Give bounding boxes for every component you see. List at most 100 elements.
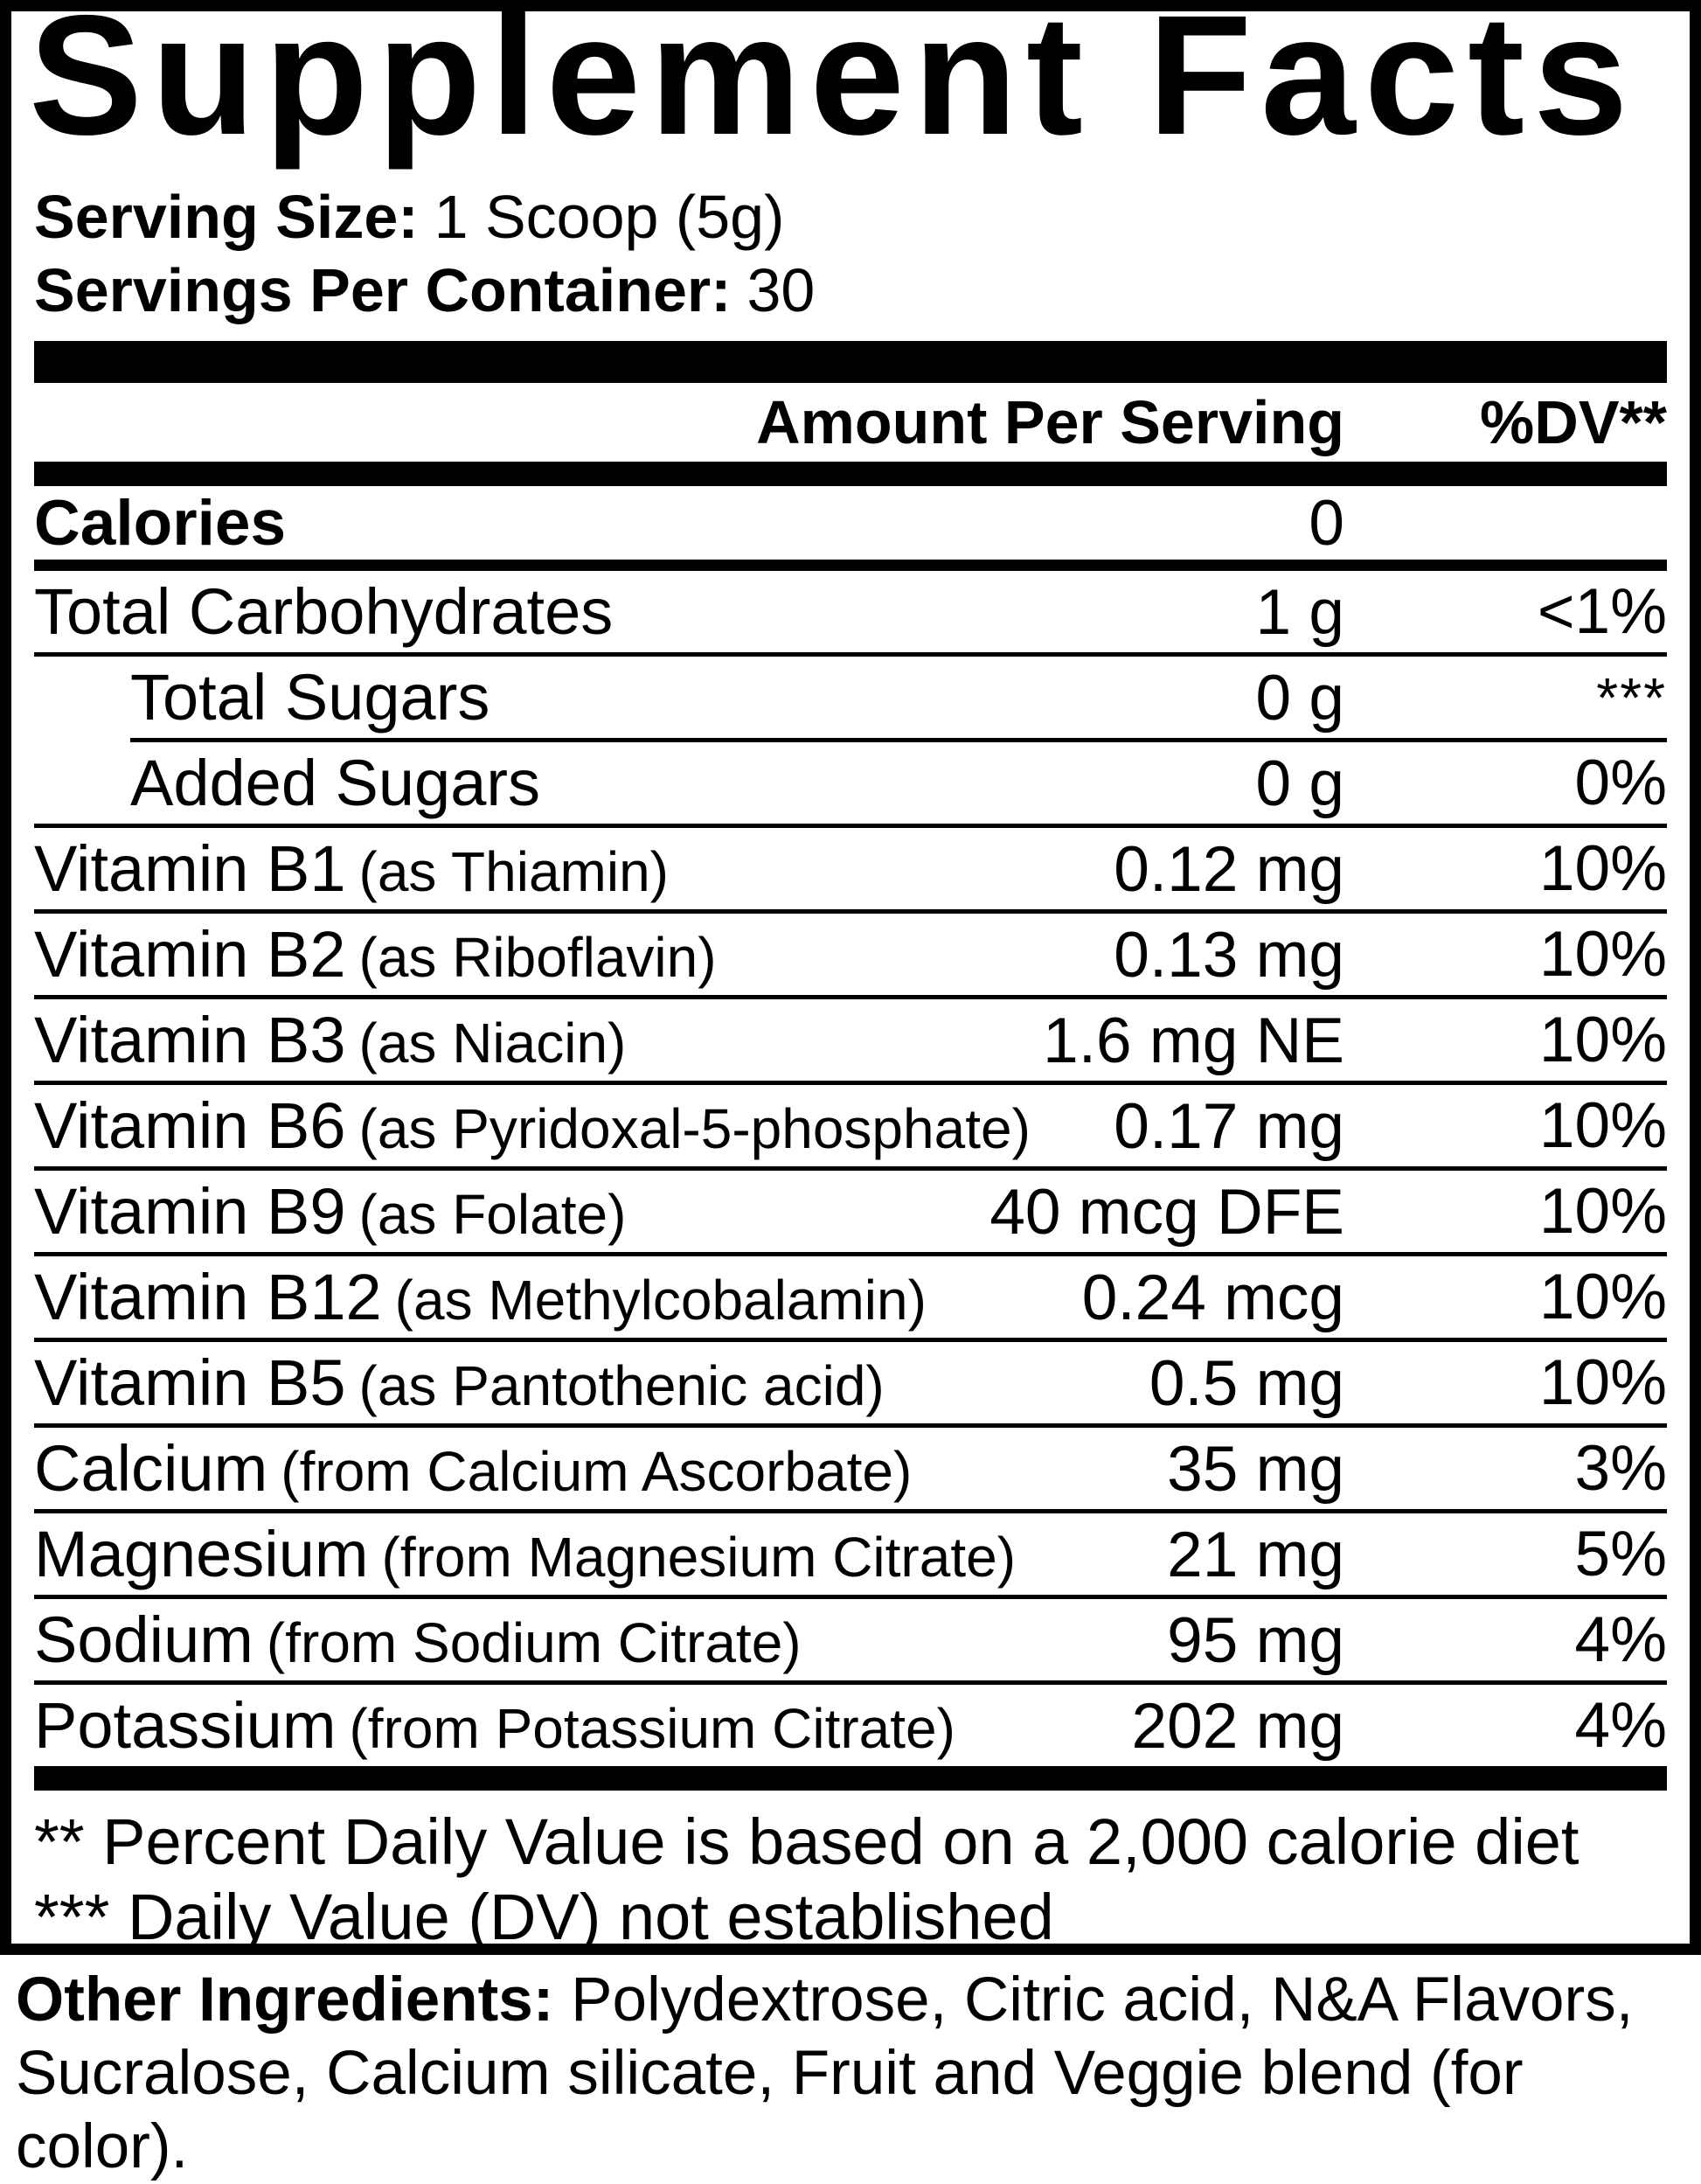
nutrient-row: Vitamin B9 (as Folate) 40 mcg DFE 10%	[34, 1171, 1667, 1252]
footnote-dv-basis: ** Percent Daily Value is based on a 2,0…	[34, 1805, 1580, 1878]
nutrient-row: Added Sugars 0 g 0%	[34, 742, 1667, 824]
nutrient-qualifier: (as Pantothenic acid)	[358, 1354, 885, 1417]
nutrient-name: Vitamin B3 (as Niacin)	[34, 1004, 627, 1076]
row-separator	[34, 1338, 1667, 1342]
servings-per-container-label: Servings Per Container:	[34, 256, 732, 324]
nutrient-dv: 10%	[1538, 1005, 1667, 1075]
nutrient-amount: 35 mg	[1167, 1434, 1344, 1505]
nutrient-name: Potassium (from Potassium Citrate)	[34, 1689, 955, 1762]
nutrient-name: Vitamin B12 (as Methylcobalamin)	[34, 1261, 927, 1333]
row-separator	[34, 909, 1667, 914]
nutrient-qualifier: (as Methylcobalamin)	[394, 1269, 927, 1332]
nutrient-row: Vitamin B6 (as Pyridoxal-5-phosphate) 0.1…	[34, 1085, 1667, 1166]
row-separator	[34, 1081, 1667, 1085]
row-separator	[34, 1252, 1667, 1256]
row-separator	[34, 824, 1667, 828]
nutrient-qualifier: (from Potassium Citrate)	[349, 1697, 955, 1760]
nutrient-row: Vitamin B3 (as Niacin) 1.6 mg NE 10%	[34, 999, 1667, 1081]
row-separator	[34, 1423, 1667, 1428]
nutrient-row: Total Carbohydrates 1 g <1%	[34, 571, 1667, 652]
row-separator	[130, 738, 1667, 742]
serving-size-value: 1 Scoop (5g)	[434, 183, 785, 251]
nutrient-amount: 0 g	[1255, 663, 1344, 734]
nutrient-row: Sodium (from Sodium Citrate) 95 mg 4%	[34, 1599, 1667, 1680]
nutrient-qualifier: (as Pyridoxal-5-phosphate)	[358, 1097, 1031, 1160]
nutrient-row: Vitamin B12 (as Methylcobalamin) 0.24 mcg…	[34, 1256, 1667, 1338]
calories-row: Calories 0	[34, 486, 1667, 560]
dv-header: %DV**	[1480, 388, 1667, 456]
nutrient-amount: 0.17 mg	[1114, 1091, 1344, 1162]
row-separator	[34, 995, 1667, 999]
nutrient-qualifier: (as Riboflavin)	[358, 926, 717, 989]
nutrient-qualifier: (from Sodium Citrate)	[266, 1611, 802, 1674]
nutrient-dv: 10%	[1538, 1090, 1667, 1161]
nutrient-dv: 5%	[1574, 1519, 1667, 1589]
nutrient-qualifier: (as Niacin)	[358, 1012, 627, 1075]
other-ingredients: Other Ingredients: Polydextrose, Citric …	[16, 1964, 1698, 2184]
calories-label: Calories	[34, 487, 287, 559]
row-separator	[34, 652, 1667, 657]
thick-divider-top	[34, 341, 1667, 383]
footnotes: ** Percent Daily Value is based on a 2,0…	[34, 1791, 1667, 1953]
nutrient-amount: 1.6 mg NE	[1043, 1005, 1344, 1076]
column-header-row: Amount Per Serving %DV**	[34, 383, 1667, 462]
servings-per-container-value: 30	[746, 256, 816, 324]
panel-title: Supplement Facts	[29, 0, 1637, 170]
nutrient-amount: 1 g	[1255, 577, 1344, 648]
row-separator	[34, 1166, 1667, 1171]
nutrient-name: Vitamin B6 (as Pyridoxal-5-phosphate)	[34, 1089, 1031, 1162]
nutrient-dv: 10%	[1538, 1176, 1667, 1247]
serving-info: Serving Size: 1 Scoop (5g) Servings Per C…	[34, 180, 1667, 327]
other-ingredients-line-1: Other Ingredients: Polydextrose, Citric …	[16, 1964, 1698, 2037]
nutrient-dv: 4%	[1574, 1604, 1667, 1675]
nutrient-dv: 0%	[1574, 748, 1667, 818]
nutrient-dv: 10%	[1538, 919, 1667, 990]
serving-size-line: Serving Size: 1 Scoop (5g)	[34, 180, 1667, 254]
nutrient-row: Vitamin B1 (as Thiamin) 0.12 mg 10%	[34, 828, 1667, 909]
divider-below-header	[34, 462, 1667, 486]
nutrient-dv: <1%	[1537, 576, 1667, 647]
row-separator	[34, 1595, 1667, 1599]
nutrient-row: Potassium (from Potassium Citrate) 202 mg…	[34, 1685, 1667, 1766]
nutrient-qualifier: (as Thiamin)	[358, 840, 669, 903]
nutrient-qualifier: (as Folate)	[358, 1183, 627, 1246]
nutrient-amount: 40 mcg DFE	[989, 1177, 1344, 1248]
thick-divider-bottom	[34, 1766, 1667, 1791]
other-ingredients-text-1: Polydextrose, Citric acid, N&A Flavors,	[553, 1965, 1634, 2034]
nutrient-dv: 10%	[1538, 833, 1667, 904]
nutrient-row: Calcium (from Calcium Ascorbate) 35 mg 3%	[34, 1428, 1667, 1509]
nutrient-row: Magnesium (from Magnesium Citrate) 21 mg …	[34, 1513, 1667, 1595]
nutrient-amount: 21 mg	[1167, 1520, 1344, 1590]
other-ingredients-line-2: Sucralose, Calcium silicate, Fruit and V…	[16, 2039, 1524, 2181]
nutrient-name: Magnesium (from Magnesium Citrate)	[34, 1518, 1017, 1590]
nutrient-amount: 0.12 mg	[1114, 834, 1344, 905]
servings-per-container-line: Servings Per Container: 30	[34, 254, 1667, 327]
nutrient-name: Total Sugars	[130, 661, 490, 734]
nutrient-amount: 95 mg	[1167, 1605, 1344, 1676]
nutrient-amount: 0.24 mcg	[1081, 1262, 1344, 1333]
row-separator	[34, 1509, 1667, 1513]
divider-below-calories	[34, 560, 1667, 571]
nutrient-name: Vitamin B9 (as Folate)	[34, 1175, 627, 1248]
row-separator	[34, 1680, 1667, 1685]
footnote-dv-not-established: *** Daily Value (DV) not established	[34, 1881, 1054, 1953]
nutrient-amount: 0 g	[1255, 748, 1344, 819]
amount-per-serving-header: Amount Per Serving	[756, 388, 1344, 456]
supplement-facts-panel: Supplement Facts Serving Size: 1 Scoop (5…	[0, 0, 1701, 1955]
nutrient-name: Added Sugars	[130, 747, 541, 819]
nutrient-amount: 202 mg	[1131, 1691, 1345, 1762]
nutrient-qualifier: (from Magnesium Citrate)	[381, 1526, 1017, 1589]
calories-value: 0	[1309, 487, 1344, 559]
nutrient-rows: Total Carbohydrates 1 g <1% Total Sugars…	[34, 571, 1667, 1766]
nutrient-name: Vitamin B2 (as Riboflavin)	[34, 918, 717, 991]
nutrient-dv: 4%	[1574, 1690, 1667, 1761]
nutrient-name: Total Carbohydrates	[34, 575, 614, 648]
nutrient-row: Total Sugars 0 g ***	[34, 657, 1667, 738]
other-ingredients-label: Other Ingredients:	[16, 1965, 554, 2034]
nutrient-name: Vitamin B1 (as Thiamin)	[34, 832, 669, 905]
nutrient-qualifier: (from Calcium Ascorbate)	[281, 1440, 913, 1503]
nutrient-name: Sodium (from Sodium Citrate)	[34, 1603, 802, 1676]
nutrient-amount: 0.13 mg	[1114, 920, 1344, 991]
nutrient-dv: 10%	[1538, 1262, 1667, 1332]
